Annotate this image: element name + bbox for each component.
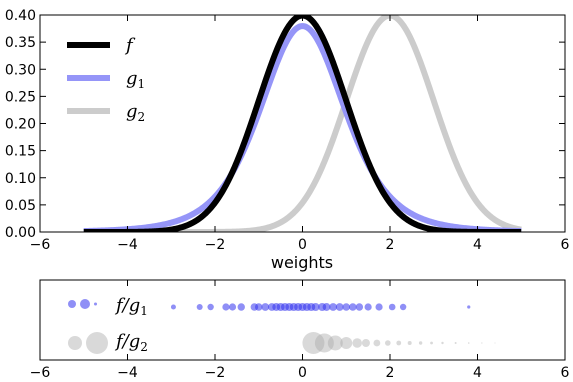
ratio-legend: f/g1 f/g2 [68,295,148,354]
legend-label-f/g2: f/g2 [114,331,148,354]
point-f/g1 [254,303,263,311]
point-f/g2 [407,341,412,345]
x-axis-label: weights [271,253,333,272]
x-tick-label: 6 [561,237,570,253]
point-f/g2 [314,333,334,353]
legend-marker-f/g1 [94,302,97,306]
series-line-g2 [81,15,524,232]
point-f/g1 [335,303,344,311]
y-tick-label: 0.35 [5,35,36,51]
point-f/g2 [327,335,343,351]
ratio-scatter-plot: −6 −4 −2 0 2 4 6 f/g1 f/g2 [30,279,570,381]
ratio-points [170,303,496,354]
point-f/g1 [399,303,407,311]
x-tick-label: 0 [298,237,307,253]
y-tick-label: 0.25 [5,89,36,105]
ratio-x-axis: −6 −4 −2 0 2 4 6 [30,280,570,381]
y-tick-label: 0.00 [5,225,36,241]
series-line-g1 [81,23,524,232]
point-f/g1 [349,303,357,311]
legend-label-f/g1: f/g1 [114,295,148,318]
x-tick-label: −4 [117,365,138,381]
legend-marker-f/g2 [68,336,82,350]
x-tick-label: 4 [473,365,482,381]
density-curves [81,15,524,232]
point-f/g2 [430,341,433,345]
legend-label-f: f [124,35,136,56]
point-f/g2 [418,341,423,345]
point-f/g1 [364,303,372,311]
x-tick-label: −2 [205,237,226,253]
x-tick-label: −2 [205,365,226,381]
density-y-axis: 0.00 0.05 0.10 0.15 0.20 0.25 0.30 0.35 0.40 [5,8,565,241]
point-f/g1 [170,304,176,310]
point-f/g1 [228,303,237,311]
y-tick-label: 0.10 [5,171,36,187]
point-f/g1 [375,303,383,311]
legend-marker-f/g2 [86,332,108,354]
point-f/g2 [373,339,381,347]
point-f/g1 [222,303,230,311]
point-f/g2 [481,342,483,344]
legend-marker-f/g1 [68,300,76,308]
point-f/g2 [454,342,457,344]
point-f/g2 [494,342,496,344]
point-f/g1 [355,303,364,311]
point-f/g1 [261,303,270,311]
point-f/g2 [441,341,444,345]
y-tick-label: 0.05 [5,198,36,214]
x-tick-label: −4 [117,237,138,253]
x-tick-label: −6 [30,237,51,253]
point-f/g2 [396,340,402,346]
x-tick-label: 4 [473,237,482,253]
point-f/g1 [207,303,214,311]
legend-label-g1: g1 [126,68,145,91]
point-f/g2 [467,342,470,344]
point-f/g1 [311,303,320,311]
x-tick-label: −6 [30,365,51,381]
point-f/g2 [340,337,353,349]
x-tick-label: 0 [298,365,307,381]
point-f/g1 [322,303,331,311]
point-f/g2 [302,332,325,354]
point-f/g1 [467,305,471,309]
density-plot: −6 −4 −2 0 2 4 6 0.000.050.100.150.200.250.300… [5,8,570,272]
point-f/g1 [342,303,351,311]
point-f/g1 [329,303,338,311]
point-f/g1 [237,303,245,311]
x-tick-label: 2 [386,365,395,381]
y-tick-label: 0.20 [5,117,36,133]
point-f/g2 [361,339,370,347]
x-tick-label: 6 [561,365,570,381]
legend-marker-f/g1 [80,299,90,309]
x-tick-label: 2 [386,237,395,253]
point-f/g1 [196,304,203,310]
y-tick-label: 0.15 [5,144,36,160]
y-tick-label: 0.30 [5,62,36,78]
point-f/g1 [388,303,396,311]
density-legend: f g1 g2 [67,35,145,124]
y-tick-label: 0.40 [5,8,36,24]
density-x-axis: −6 −4 −2 0 2 4 6 [30,15,570,253]
point-f/g2 [385,340,391,346]
point-f/g2 [352,338,362,348]
legend-label-g2: g2 [126,101,145,124]
